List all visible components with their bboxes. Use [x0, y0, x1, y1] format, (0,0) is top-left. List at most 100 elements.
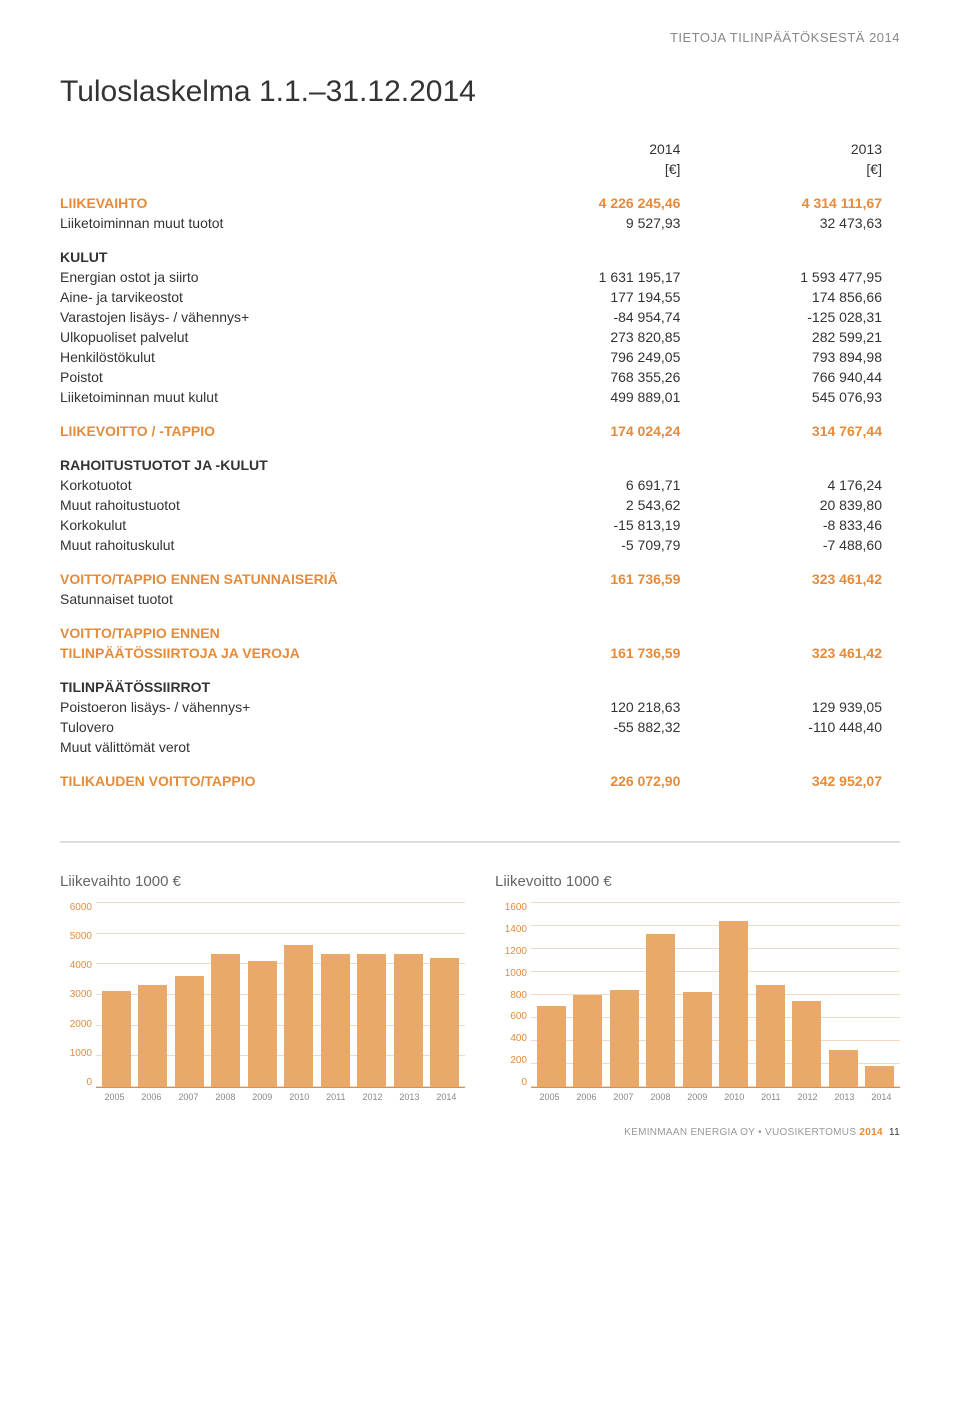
row-voitto-sat-label: VOITTO/TAPPIO ENNEN SATUNNAISERIÄ	[60, 569, 497, 589]
chart2-xlabels: 2005200620072008200920102011201220132014	[531, 1088, 900, 1102]
ytick-label: 1600	[505, 902, 527, 913]
xtick-label: 2014	[871, 1092, 891, 1102]
chart-bar	[211, 954, 240, 1087]
chart-bar	[102, 991, 131, 1087]
row-tulovero-label: Tulovero	[60, 717, 497, 737]
xtick-label: 2007	[613, 1092, 633, 1102]
row-voitto-tp2-v2: 323 461,42	[698, 643, 900, 663]
chart1-title: Liikevaihto 1000 €	[60, 873, 465, 890]
ytick-label: 200	[510, 1055, 527, 1066]
ytick-label: 1000	[70, 1048, 92, 1059]
chart-bar	[138, 985, 167, 1087]
row-varasto-v2: -125 028,31	[698, 307, 900, 327]
footer-company: KEMINMAAN ENERGIA OY	[624, 1127, 755, 1138]
chart2-title: Liikevoitto 1000 €	[495, 873, 900, 890]
page-header: TIETOJA TILINPÄÄTÖKSESTÄ 2014	[60, 30, 900, 45]
chart-bar	[394, 954, 423, 1087]
row-muutverot-label: Muut välittömät verot	[60, 737, 497, 757]
row-liikevoitto-label: LIIKEVOITTO / -TAPPIO	[60, 421, 497, 441]
xtick-label: 2012	[362, 1092, 382, 1102]
row-muutrtuotot-label: Muut rahoitustuotot	[60, 495, 497, 515]
chart-bar	[646, 934, 675, 1087]
chart-bar	[573, 995, 602, 1088]
chart-liikevoitto: Liikevoitto 1000 € 160014001200100080060…	[495, 873, 900, 1102]
row-liikevaihto-v2: 4 314 111,67	[698, 193, 900, 213]
xtick-label: 2012	[797, 1092, 817, 1102]
ytick-label: 2000	[70, 1019, 92, 1030]
xtick-label: 2006	[141, 1092, 161, 1102]
xtick-label: 2005	[539, 1092, 559, 1102]
row-tilikausi-label: TILIKAUDEN VOITTO/TAPPIO	[60, 771, 497, 791]
chart-bar	[719, 921, 748, 1088]
row-ulko-label: Ulkopuoliset palvelut	[60, 327, 497, 347]
ytick-label: 1200	[505, 946, 527, 957]
ytick-label: 1000	[505, 968, 527, 979]
row-poistot-label: Poistot	[60, 367, 497, 387]
row-tilikausi-v2: 342 952,07	[698, 771, 900, 791]
col-year-1: 2014	[497, 139, 699, 159]
ytick-label: 800	[510, 990, 527, 1001]
col-year-2: 2013	[698, 139, 900, 159]
row-rahoitus-hdr: RAHOITUSTUOTOT JA -KULUT	[60, 455, 497, 475]
row-muutkulut-v2: 545 076,93	[698, 387, 900, 407]
row-voitto-sat-v1: 161 736,59	[497, 569, 699, 589]
row-energia-v1: 1 631 195,17	[497, 267, 699, 287]
row-varasto-label: Varastojen lisäys- / vähennys+	[60, 307, 497, 327]
chart2-yaxis: 16001400120010008006004002000	[495, 902, 531, 1088]
col-unit-1: [€]	[497, 159, 699, 179]
section-divider	[60, 841, 900, 843]
row-varasto-v1: -84 954,74	[497, 307, 699, 327]
row-liikevaihto-v1: 4 226 245,46	[497, 193, 699, 213]
chart-bar	[357, 954, 386, 1087]
page-footer: KEMINMAAN ENERGIA OY • VUOSIKERTOMUS 201…	[60, 1127, 900, 1138]
row-aine-label: Aine- ja tarvikeostot	[60, 287, 497, 307]
footer-doc: VUOSIKERTOMUS	[765, 1127, 856, 1138]
row-energia-label: Energian ostot ja siirto	[60, 267, 497, 287]
xtick-label: 2011	[761, 1092, 780, 1102]
chart-bar	[430, 958, 459, 1088]
row-ulko-v2: 282 599,21	[698, 327, 900, 347]
row-muutrkulut-label: Muut rahoituskulut	[60, 535, 497, 555]
row-tulovero-v1: -55 882,32	[497, 717, 699, 737]
row-voitto-tp2-v1: 161 736,59	[497, 643, 699, 663]
row-henkilosto-v1: 796 249,05	[497, 347, 699, 367]
row-satunnaiset-label: Satunnaiset tuotot	[60, 589, 497, 609]
row-korkokulut-v2: -8 833,46	[698, 515, 900, 535]
ytick-label: 5000	[70, 931, 92, 942]
footer-year: 2014	[859, 1127, 882, 1138]
row-tilikausi-v1: 226 072,90	[497, 771, 699, 791]
chart-bar	[756, 985, 785, 1087]
xtick-label: 2008	[215, 1092, 235, 1102]
ytick-label: 400	[510, 1033, 527, 1044]
row-voitto-sat-v2: 323 461,42	[698, 569, 900, 589]
row-korkotuotot-v2: 4 176,24	[698, 475, 900, 495]
row-henkilosto-label: Henkilöstökulut	[60, 347, 497, 367]
row-muutrkulut-v2: -7 488,60	[698, 535, 900, 555]
row-muuttuotot-v1: 9 527,93	[497, 213, 699, 233]
xtick-label: 2009	[687, 1092, 707, 1102]
ytick-label: 3000	[70, 989, 92, 1000]
footer-page: 11	[889, 1127, 900, 1138]
row-energia-v2: 1 593 477,95	[698, 267, 900, 287]
row-tps-hdr: TILINPÄÄTÖSSIIRROT	[60, 677, 497, 697]
row-aine-v2: 174 856,66	[698, 287, 900, 307]
chart-bar	[683, 992, 712, 1087]
row-korkotuotot-v1: 6 691,71	[497, 475, 699, 495]
xtick-label: 2008	[650, 1092, 670, 1102]
xtick-label: 2010	[724, 1092, 744, 1102]
chart1-plot	[96, 902, 465, 1088]
xtick-label: 2014	[436, 1092, 456, 1102]
ytick-label: 0	[521, 1077, 527, 1088]
row-korkotuotot-label: Korkotuotot	[60, 475, 497, 495]
row-voitto-tp1-label: VOITTO/TAPPIO ENNEN	[60, 623, 497, 643]
chart-liikevaihto: Liikevaihto 1000 € 600050004000300020001…	[60, 873, 465, 1102]
xtick-label: 2011	[326, 1092, 345, 1102]
chart-bar	[284, 945, 313, 1087]
xtick-label: 2005	[104, 1092, 124, 1102]
ytick-label: 1400	[505, 924, 527, 935]
row-kulut-hdr: KULUT	[60, 247, 497, 267]
col-unit-2: [€]	[698, 159, 900, 179]
row-korkokulut-v1: -15 813,19	[497, 515, 699, 535]
row-muuttuotot-v2: 32 473,63	[698, 213, 900, 233]
chart-bar	[610, 990, 639, 1087]
